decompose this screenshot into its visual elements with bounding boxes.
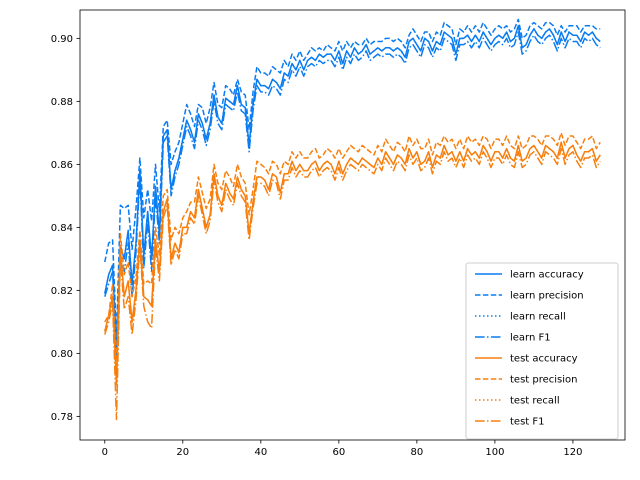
legend-label-test-precision: test precision bbox=[510, 375, 578, 386]
plot-frame bbox=[79, 9, 626, 441]
series-line-learn-precision bbox=[104, 18, 601, 339]
series-line-test-precision bbox=[104, 132, 601, 367]
x-tick-label: 80 bbox=[411, 447, 424, 458]
x-tick-label: 100 bbox=[485, 447, 504, 458]
axes: 0 20 40 60 80 100 120 0.78 0.80 0.82 0.84 0.86 0.88 0… bbox=[51, 9, 626, 458]
legend-label-learn-f1: learn F1 bbox=[510, 333, 551, 344]
series-layer bbox=[104, 18, 601, 421]
series-line-test-recall bbox=[104, 141, 601, 386]
legend-label-test-f1: test F1 bbox=[510, 417, 545, 428]
legend-label-learn-precision: learn precision bbox=[510, 291, 584, 302]
legend-label-test-accuracy: test accuracy bbox=[510, 354, 578, 365]
y-tick-label: 0.80 bbox=[51, 349, 73, 360]
legend-box bbox=[465, 262, 619, 440]
series-line-test-f1 bbox=[104, 147, 601, 421]
x-tick-label: 20 bbox=[176, 447, 189, 458]
series-line-learn-f1 bbox=[104, 31, 601, 361]
x-tick-label: 0 bbox=[102, 447, 108, 458]
legend-label-learn-accuracy: learn accuracy bbox=[510, 270, 584, 281]
x-tick-label: 40 bbox=[254, 447, 267, 458]
legend-label-learn-recall: learn recall bbox=[510, 312, 566, 323]
y-tick-label: 0.78 bbox=[51, 412, 73, 423]
y-tick-label: 0.86 bbox=[51, 160, 73, 171]
legend: learn accuracy learn precision learn recal… bbox=[465, 262, 619, 440]
x-tick-label: 120 bbox=[563, 447, 582, 458]
y-tick-label: 0.90 bbox=[51, 34, 73, 45]
y-tick-label: 0.84 bbox=[51, 223, 73, 234]
y-tick-label: 0.88 bbox=[51, 97, 73, 108]
x-tick-label: 60 bbox=[332, 447, 345, 458]
series-line-learn-recall bbox=[104, 25, 601, 351]
legend-label-test-recall: test recall bbox=[510, 396, 560, 407]
y-tick-label: 0.82 bbox=[51, 286, 73, 297]
